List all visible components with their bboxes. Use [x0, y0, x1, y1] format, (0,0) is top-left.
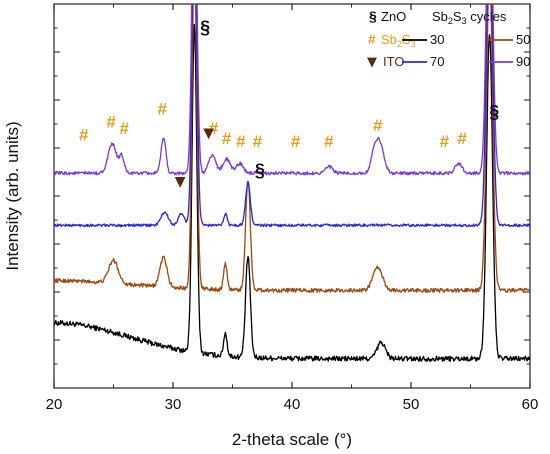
zno-peak-marker: §	[255, 160, 265, 180]
legend-series-label-30: 30	[430, 32, 444, 47]
legend: § ZnO # Sb2S3 ▼ ITO Sb2S3 cycles 3050709…	[367, 8, 530, 70]
legend-zno-label: ZnO	[381, 9, 406, 24]
x-tick-label: 60	[522, 396, 539, 413]
sb2s3-peak-marker: #	[440, 132, 450, 151]
y-axis-label: Intensity (arb. units)	[3, 121, 22, 270]
legend-zno-symbol: §	[369, 8, 377, 24]
legend-ito-symbol: ▼	[367, 55, 377, 70]
zno-peak-marker: §	[200, 17, 210, 37]
sb2s3-peak-marker: #	[106, 113, 116, 132]
legend-series-label-90: 90	[516, 54, 530, 69]
legend-series-label-70: 70	[430, 54, 444, 69]
series-group	[54, 4, 530, 362]
series-line-90	[54, 4, 530, 176]
sb2s3-peak-marker: #	[158, 100, 168, 119]
x-tick-label: 40	[284, 396, 301, 413]
series-line-50	[54, 4, 530, 293]
legend-series-label-50: 50	[516, 32, 530, 47]
sb2s3-peak-marker: #	[324, 132, 334, 151]
x-axis-label: 2-theta scale (°)	[232, 430, 352, 449]
x-tick-label: 20	[46, 396, 63, 413]
x-tick-label: 30	[165, 396, 182, 413]
legend-series-title: Sb2S3 cycles	[432, 9, 507, 26]
legend-series-items: 30 50 70 90	[402, 32, 530, 69]
sb2s3-peak-marker: #	[222, 129, 232, 148]
series-line-70	[54, 4, 530, 228]
zno-peak-marker: §	[489, 102, 499, 122]
sb2s3-peak-marker: #	[291, 132, 301, 151]
ito-peak-marker: ▼	[203, 125, 214, 141]
series-line-30	[54, 23, 530, 362]
plot-frame	[53, 3, 531, 389]
sb2s3-peak-marker: #	[236, 132, 246, 151]
legend-sb2s3-symbol: #	[368, 31, 376, 47]
sb2s3-peak-marker: #	[209, 119, 219, 138]
sb2s3-peak-marker: #	[373, 116, 383, 135]
sb2s3-peak-marker: #	[79, 126, 89, 145]
y-axis-ticks	[54, 3, 530, 389]
sb2s3-peak-marker: #	[457, 129, 467, 148]
x-tick-label: 50	[403, 396, 420, 413]
legend-ito-label: ITO	[383, 54, 404, 69]
ito-peak-marker: ▼	[175, 174, 186, 190]
sb2s3-peak-marker: #	[119, 119, 129, 138]
annotation-group: §§§## #### # # # ### #▼▼	[79, 17, 499, 190]
x-axis-ticks: 20 30 40 50 60	[46, 4, 539, 413]
sb2s3-peak-marker: #	[253, 132, 263, 151]
